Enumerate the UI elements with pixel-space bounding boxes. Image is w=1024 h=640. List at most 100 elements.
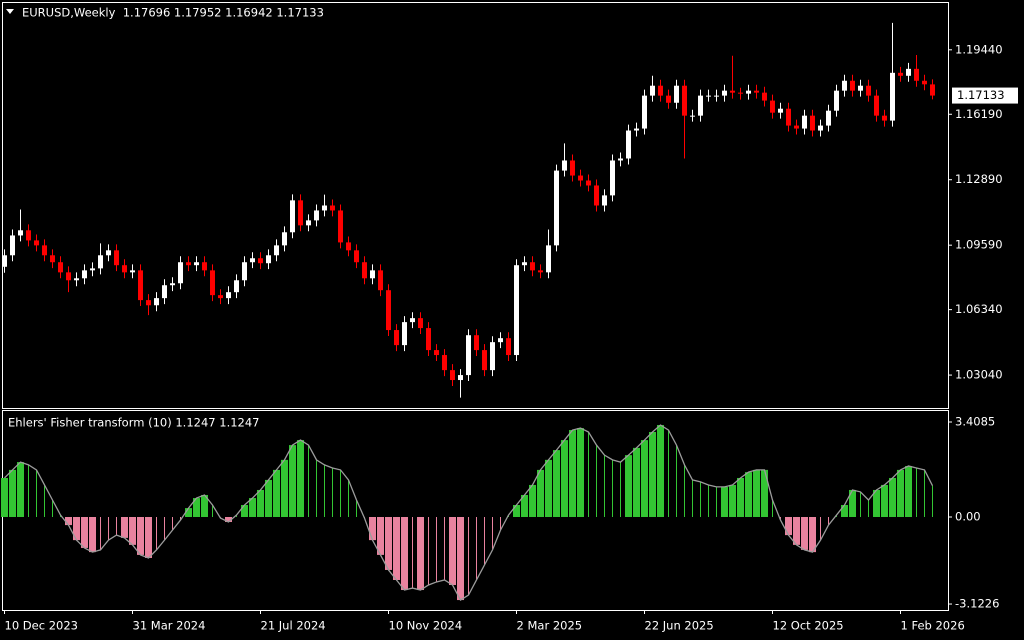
candle-body [722, 90, 727, 96]
x-tick-label: 12 Oct 2025 [773, 619, 844, 633]
candle-body [186, 262, 191, 266]
x-tick-label: 22 Jun 2025 [645, 619, 714, 633]
x-tick-label: 1 Feb 2026 [901, 619, 965, 633]
candle-body [690, 115, 695, 117]
candle-body [250, 258, 255, 263]
histogram-bar [553, 450, 560, 517]
histogram-bar [308, 445, 309, 517]
candle-body [610, 160, 615, 196]
candle-body [834, 90, 839, 111]
candle-body [306, 220, 311, 226]
histogram-bar [729, 484, 736, 517]
candle-body [826, 110, 831, 126]
histogram-bar [257, 489, 264, 517]
histogram-bar [793, 516, 800, 545]
histogram-bar [513, 505, 520, 517]
indicator-title: Ehlers' Fisher transform (10) 1.1247 1.1… [8, 416, 260, 430]
y-tick-label: 1.09590 [955, 238, 1003, 252]
histogram-bar [17, 462, 24, 517]
candle-body [10, 235, 15, 256]
candle-body [410, 318, 415, 323]
candle-body [786, 108, 791, 126]
histogram-bar [369, 516, 376, 541]
histogram-bar [332, 467, 333, 517]
candle-body [506, 338, 511, 356]
candle-body [130, 270, 135, 273]
candle-body [274, 245, 279, 256]
histogram-bar [692, 479, 693, 517]
candle-body [842, 80, 847, 91]
candle-body [210, 270, 215, 296]
candle-body [578, 175, 583, 181]
histogram-bar [476, 516, 477, 580]
histogram-bar [721, 486, 728, 517]
last-price-box [952, 87, 1018, 104]
histogram-bar [716, 486, 717, 517]
y-tick-label: 1.12890 [955, 172, 1003, 186]
histogram-bar [172, 516, 173, 531]
candle-body [146, 300, 151, 306]
candle-body [770, 100, 775, 113]
histogram-bar [164, 516, 165, 541]
histogram-bar [180, 516, 181, 521]
collapse-icon[interactable] [6, 9, 14, 14]
histogram-bar [116, 516, 117, 536]
histogram-bar [649, 431, 656, 517]
histogram-bar [36, 469, 37, 517]
candle-body [226, 292, 231, 299]
candle-body [202, 262, 207, 271]
histogram-bar [225, 516, 232, 523]
candle-body [266, 255, 271, 264]
histogram-bar [537, 469, 544, 517]
histogram-bar [860, 491, 861, 517]
candle-body [90, 268, 95, 271]
candle-body [394, 330, 399, 346]
y-tick-label: -3.1226 [955, 597, 999, 611]
candle-body [906, 68, 911, 76]
histogram-bar [529, 484, 536, 517]
histogram-bar [444, 516, 445, 580]
histogram-bar [436, 516, 437, 582]
histogram-bar [201, 494, 208, 517]
candle-body [426, 328, 431, 351]
histogram-bar [753, 469, 760, 517]
histogram-bar [668, 430, 669, 517]
candle-body [82, 270, 87, 279]
candle-body [282, 232, 287, 246]
candle-body [738, 92, 743, 94]
price-panel [2, 2, 949, 409]
histogram-bar [108, 516, 109, 541]
candle-body [370, 270, 375, 279]
histogram-bar [708, 484, 709, 517]
histogram-bar [44, 484, 45, 517]
candle-body [106, 250, 111, 256]
candle-body [618, 158, 623, 161]
candle-body [386, 290, 391, 331]
x-tick-label: 21 Jul 2024 [261, 619, 326, 633]
candle-body [546, 245, 551, 273]
candle-body [18, 230, 23, 236]
candle-body [442, 355, 447, 371]
candle-body [874, 95, 879, 116]
candle-body [138, 270, 143, 301]
candle-body [642, 95, 647, 129]
y-tick-label: 0.00 [955, 509, 981, 523]
candle-body [594, 185, 599, 206]
candle-body [34, 240, 39, 246]
last-price-label: 1.17133 [957, 88, 1005, 102]
histogram-bar [604, 455, 605, 517]
candle-body [890, 72, 895, 121]
histogram-bar [28, 464, 29, 517]
candle-body [314, 210, 319, 221]
candle-body [626, 130, 631, 159]
x-tick-label: 2 Mar 2025 [517, 619, 583, 633]
candle-body [682, 85, 687, 116]
candle-body [882, 115, 887, 121]
candle-body [402, 322, 407, 346]
candle-body [242, 262, 247, 281]
histogram-bar [521, 494, 528, 517]
candle-body [498, 338, 503, 343]
candle-body [2, 255, 7, 267]
histogram-bar [633, 447, 640, 517]
histogram-bar [52, 499, 53, 517]
